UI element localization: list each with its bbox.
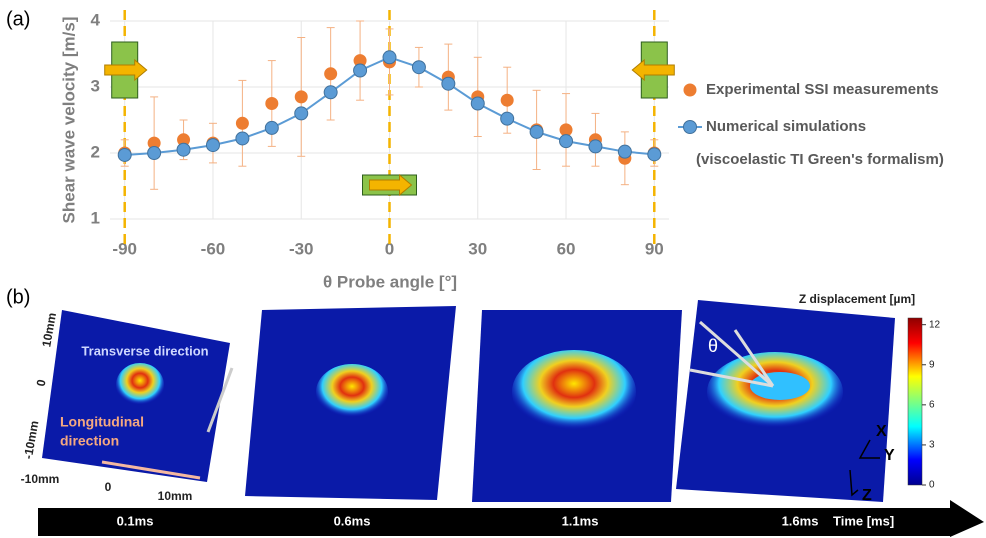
time-axis-label: Time [ms] [833,513,894,528]
point [589,140,602,153]
x-axis-label: θ Probe angle [°] [323,272,457,291]
point [177,143,190,156]
point [236,117,249,130]
point [648,148,661,161]
point [295,90,308,103]
point [471,97,484,110]
axis-text: -10mm [21,472,60,486]
point [442,77,455,90]
longitudinal-label: direction [60,433,119,449]
point [501,112,514,125]
point [501,94,514,107]
legend-label: Experimental SSI measurements [706,81,939,98]
x-tick-label: -60 [201,239,226,258]
colorbar-tick-label: 6 [929,399,935,410]
legend-marker [684,84,697,97]
time-label: 1.6ms [782,513,819,528]
point [560,135,573,148]
point [295,107,308,120]
y-tick-label: 4 [91,10,101,29]
time-label: 1.1ms [562,513,599,528]
axis-text: 0 [34,378,49,387]
axis-text: 0 [105,480,112,494]
panel-label: (b) [6,286,30,308]
wave [316,364,388,420]
point [236,132,249,145]
point [530,125,543,138]
point [412,61,425,74]
colorbar-tick-label: 3 [929,440,935,451]
x-tick-label: 60 [557,239,576,258]
wave [512,350,636,434]
axis-name: X [876,423,887,440]
legend-note: (viscoelastic TI Green's formalism) [696,151,944,168]
point [354,64,367,77]
y-tick-label: 2 [91,142,100,161]
y-tick-label: 1 [91,208,100,227]
axis-name: Y [884,447,895,464]
point [324,67,337,80]
wave-center [750,372,810,400]
wave [116,363,164,407]
colorbar-tick-label: 12 [929,319,941,330]
point [383,51,396,64]
point [265,97,278,110]
colorbar-tick-label: 0 [929,480,935,491]
point [206,139,219,152]
legend-marker [684,121,697,134]
time-label: 0.6ms [334,513,371,528]
point [324,86,337,99]
y-axis-label: Shear wave velocity [m/s] [59,17,78,224]
x-tick-label: -30 [289,239,314,258]
colorbar-tick-label: 9 [929,359,935,370]
panel-label: (a) [6,8,30,30]
longitudinal-label: Longitudinal [60,414,144,430]
x-tick-label: 30 [468,239,487,258]
axis-name: Z [862,487,872,504]
point [118,148,131,161]
figure: (a) (b) Shear wave velocity [m/s] θ Prob… [0,0,986,538]
axis-text: 10mm [39,312,59,349]
y-tick-label: 3 [91,76,100,95]
time-label: 0.1ms [117,513,154,528]
angle-label: θ [708,336,718,356]
axis-text: -10mm [21,420,42,461]
axis-text: 10mm [158,489,193,503]
point [148,147,161,160]
transverse-label: Transverse direction [81,343,208,358]
legend-label: Numerical simulations [706,118,866,135]
point [265,121,278,134]
colorbar-title: Z displacement [µm] [799,292,915,306]
colorbar [908,318,922,485]
point [618,145,631,158]
